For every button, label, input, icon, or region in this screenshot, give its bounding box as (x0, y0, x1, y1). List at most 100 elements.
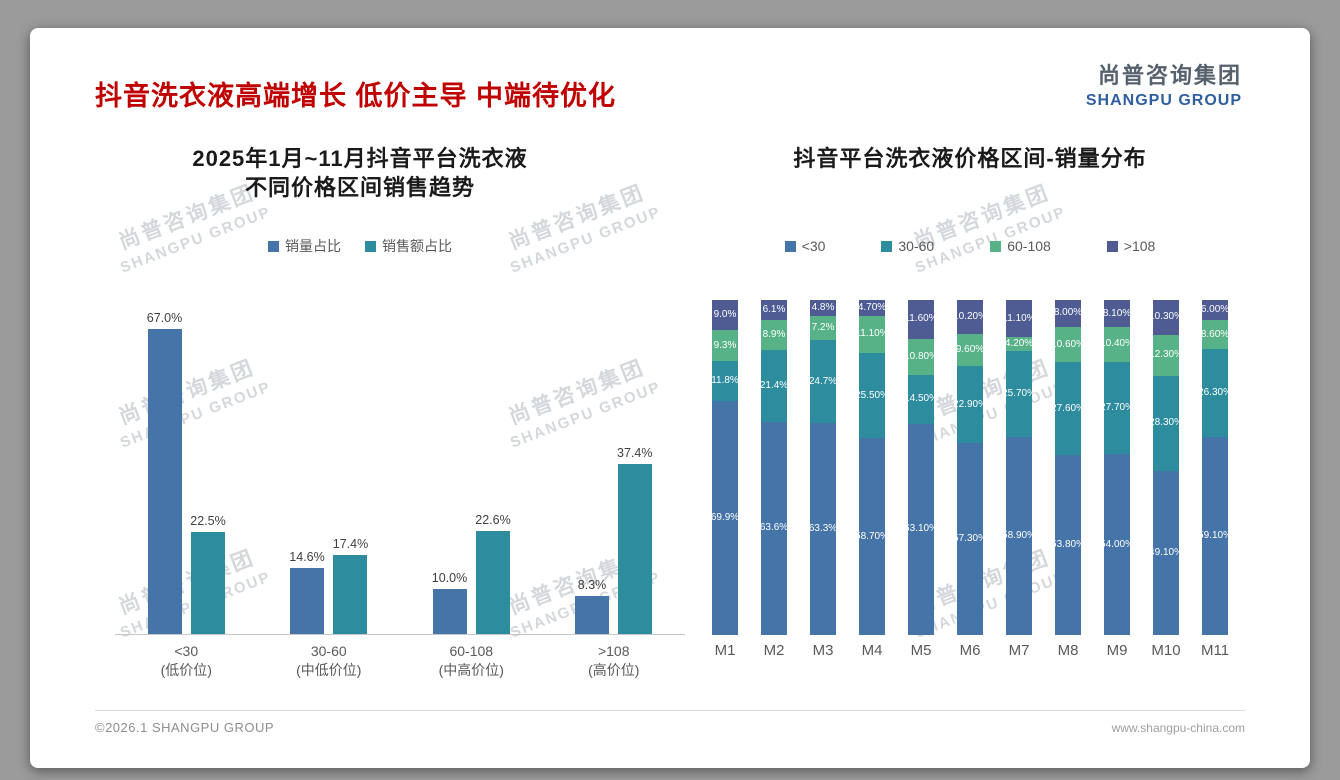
bar-column: 22.5% (190, 514, 226, 634)
month-label: M1 (714, 642, 736, 659)
stacked-bar: 69.9% 11.8% 9.3% 9.0% (710, 299, 740, 635)
category-label: >108 (高价位) (543, 642, 686, 680)
segment: 63.6% (759, 421, 789, 635)
bar-group: 8.3% 37.4% (543, 446, 686, 634)
stacked-bar: 54.00% 27.70% 10.40% 8.10% (1100, 300, 1134, 635)
segment: 11.10% (1002, 300, 1036, 338)
right-chart-legend: <30 30-60 60-108 >108 (670, 238, 1270, 254)
segment: 25.50% (855, 352, 889, 439)
segment: 10.20% (953, 300, 987, 335)
segment-value-label: 24.7% (808, 375, 838, 387)
stacked-bar: 49.10% 28.30% 12.30% 10.30% (1149, 300, 1183, 635)
segment-value-label: 11.8% (711, 375, 739, 387)
segment-value-label: 57.30% (953, 533, 987, 545)
segment: 8.9% (761, 320, 787, 351)
left-chart-plot-area: 67.0% 22.5% 14.6% 17.4% 10.0% 22.6% 8.3% 37.4% (115, 311, 686, 635)
stacked-bar: 59.10% 26.30% 8.60% 6.00% (1198, 300, 1232, 635)
segment-value-label: 63.6% (759, 522, 789, 534)
segment-value-label: 9.60% (955, 344, 985, 356)
segment: 69.9% (710, 400, 740, 635)
segment: 21.4% (759, 350, 789, 422)
category-range: <30 (174, 643, 199, 659)
stacked-bar: 58.90% 25.70% 4.20% 11.10% (1002, 300, 1036, 635)
segment: 57.30% (953, 443, 987, 635)
month-label: M6 (959, 642, 981, 659)
segment-value-label: 4.70% (857, 301, 887, 313)
footer-copyright: ©2026.1 SHANGPU GROUP (95, 720, 275, 735)
segment-value-label: 53.80% (1051, 538, 1085, 550)
legend-swatch (784, 240, 796, 252)
segment: 58.90% (1002, 437, 1036, 635)
month-label: M3 (812, 642, 834, 659)
legend-label: 60-108 (1007, 238, 1051, 254)
legend-item: 60-108 (990, 238, 1051, 254)
legend-label: 30-60 (898, 238, 935, 254)
segment: 27.60% (1051, 362, 1085, 455)
bar (147, 329, 182, 634)
bar-value-label: 10.0% (431, 570, 468, 585)
month-label: M9 (1106, 642, 1128, 659)
segment-value-label: 9.3% (713, 339, 737, 351)
segment-value-label: 10.20% (953, 311, 987, 323)
category-tier: (中低价位) (296, 662, 362, 678)
legend-swatch (881, 240, 893, 252)
legend-label: >108 (1123, 238, 1156, 254)
month-label: M2 (763, 642, 785, 659)
segment: 25.70% (1002, 351, 1036, 438)
bar-column: 22.6% (475, 513, 511, 634)
segment: 14.50% (904, 375, 938, 424)
stacked-bar: 63.3% 24.7% 7.2% 4.8% (808, 299, 838, 635)
category-label: 30-60 (中低价位) (258, 642, 401, 680)
legend-item: >108 (1106, 238, 1156, 254)
segment-value-label: 8.10% (1102, 307, 1132, 319)
category-tier: (中高价位) (438, 662, 504, 678)
segment-value-label: 8.9% (762, 329, 786, 341)
legend-item: 销售额占比 (365, 236, 452, 256)
category-range: >108 (597, 643, 630, 659)
segment: 58.70% (855, 438, 889, 635)
bar-group: 67.0% 22.5% (115, 311, 258, 634)
category-tier: (高价位) (588, 662, 640, 678)
segment: 63.10% (904, 423, 938, 635)
category-tier: (低价位) (160, 662, 212, 678)
segment-value-label: 6.00% (1200, 304, 1230, 316)
segment-value-label: 27.60% (1051, 402, 1085, 414)
segment: 11.8% (711, 361, 739, 401)
segment: 10.40% (1100, 327, 1134, 362)
segment: 63.3% (809, 422, 837, 635)
stacked-bar: 53.80% 27.60% 10.60% 8.00% (1051, 300, 1085, 635)
bar (432, 588, 467, 634)
bar-column: 14.6% (289, 550, 325, 634)
bar (475, 531, 510, 634)
legend-swatch (1106, 240, 1118, 252)
chart-price-band-sales-trend: 2025年1月~11月抖音平台洗衣液 不同价格区间销售趋势 销量占比 销售额占比 … (70, 28, 685, 728)
category-range: 60-108 (449, 643, 494, 659)
bar-value-label: 8.3% (577, 578, 607, 593)
slide-footer: ©2026.1 SHANGPU GROUP www.shangpu-china.… (95, 710, 1245, 735)
segment-value-label: 21.4% (759, 380, 789, 392)
bar (333, 554, 368, 634)
segment: 12.30% (1149, 334, 1183, 376)
segment-value-label: 22.90% (953, 398, 987, 410)
segment-value-label: 59.10% (1198, 530, 1232, 541)
segment: 27.70% (1100, 361, 1134, 455)
company-logo: 尚普咨询集团 SHANGPU GROUP (1086, 58, 1242, 110)
segment-value-label: 10.60% (1051, 338, 1085, 350)
bar (290, 567, 325, 634)
segment: 28.30% (1149, 375, 1183, 471)
month-label: M8 (1057, 642, 1079, 659)
left-chart-title: 2025年1月~11月抖音平台洗衣液 不同价格区间销售趋势 (70, 144, 650, 202)
segment-value-label: 63.10% (904, 523, 938, 535)
segment-value-label: 14.50% (904, 393, 938, 405)
segment-value-label: 10.30% (1149, 311, 1183, 323)
bar (190, 531, 225, 634)
segment-value-label: 25.50% (855, 389, 889, 401)
segment: 9.60% (955, 334, 985, 367)
logo-english-name: SHANGPU GROUP (1085, 92, 1242, 109)
right-chart-plot-area: 69.9% 11.8% 9.3% 9.0% 63.6% 21.4% 8.9% 6.1% 63.3… (710, 299, 1232, 635)
segment-value-label: 69.9% (710, 511, 740, 523)
month-label: M4 (861, 642, 883, 659)
bar-group: 14.6% 17.4% (258, 537, 401, 634)
stacked-bar: 63.6% 21.4% 8.9% 6.1% (759, 300, 789, 635)
bar-value-label: 67.0% (146, 311, 183, 326)
